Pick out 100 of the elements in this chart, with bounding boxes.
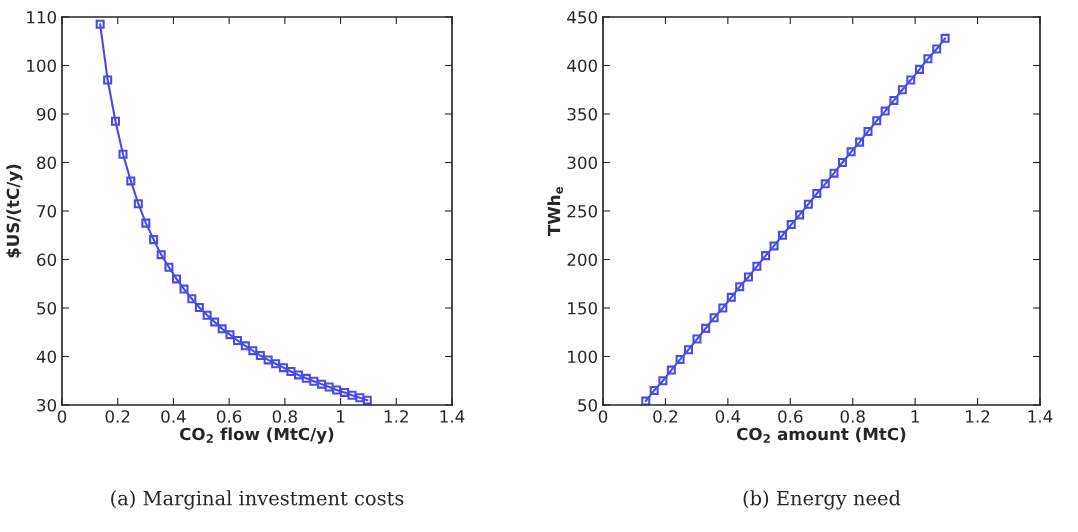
y-tick-label: 30 bbox=[37, 398, 57, 412]
point bbox=[225, 330, 235, 340]
point bbox=[362, 395, 372, 405]
point bbox=[820, 179, 830, 189]
point bbox=[932, 44, 942, 54]
point bbox=[889, 95, 899, 105]
point bbox=[301, 373, 311, 383]
point bbox=[658, 376, 668, 386]
point bbox=[906, 75, 916, 85]
point bbox=[718, 303, 728, 313]
x-tick-label: 0.6 bbox=[216, 410, 242, 423]
point bbox=[179, 284, 189, 294]
x-tick-label: 1.2 bbox=[966, 410, 990, 423]
point bbox=[271, 359, 281, 369]
y-tick-label: 150 bbox=[568, 301, 598, 315]
point bbox=[701, 323, 711, 333]
point bbox=[248, 346, 258, 356]
point bbox=[897, 85, 907, 95]
point bbox=[286, 367, 296, 377]
point bbox=[666, 365, 676, 375]
point bbox=[255, 351, 265, 361]
y-tick-label: 300 bbox=[567, 156, 598, 170]
x-tick-label: 1.4 bbox=[1028, 410, 1053, 423]
point bbox=[339, 387, 349, 397]
y-tick-label: 250 bbox=[567, 204, 598, 218]
point bbox=[355, 393, 365, 403]
point bbox=[141, 218, 151, 228]
point bbox=[187, 294, 197, 304]
y-axis-title: TWh$_{e}$ bbox=[547, 186, 563, 236]
x-tick-label: 0.6 bbox=[778, 410, 803, 423]
point bbox=[684, 345, 694, 355]
point bbox=[110, 116, 120, 126]
y-tick-label: 200 bbox=[567, 253, 598, 267]
point bbox=[752, 261, 762, 271]
x-tick-label: 0.8 bbox=[840, 410, 865, 423]
x-tick-label: 1 bbox=[911, 410, 919, 423]
point bbox=[786, 220, 796, 230]
x-tick-label: 1.2 bbox=[384, 410, 408, 423]
point bbox=[156, 250, 166, 260]
point bbox=[309, 376, 319, 386]
text: (a) Marginal investment costs bbox=[111, 490, 404, 510]
point bbox=[332, 385, 342, 395]
point bbox=[735, 282, 745, 292]
x-tick-label: 0.4 bbox=[161, 410, 186, 423]
y-tick-label: 80 bbox=[37, 156, 57, 170]
x-tick-label: 1.4 bbox=[440, 410, 465, 423]
point bbox=[923, 54, 933, 64]
y-tick-label: 90 bbox=[36, 107, 57, 121]
x-tick-label: 0 bbox=[57, 410, 67, 423]
y-tick-label: 50 bbox=[37, 301, 57, 315]
y-axis-title: $US/(tC/y) bbox=[6, 164, 23, 258]
point bbox=[855, 137, 865, 147]
x-tick-label: 0.2 bbox=[653, 410, 678, 423]
point bbox=[103, 75, 113, 85]
y-tick-label: 60 bbox=[37, 253, 57, 267]
y-tick-label: 100 bbox=[568, 350, 598, 364]
point bbox=[872, 116, 882, 126]
point bbox=[263, 355, 273, 365]
point bbox=[812, 189, 822, 199]
point bbox=[118, 149, 128, 159]
point bbox=[837, 157, 847, 168]
point bbox=[232, 335, 243, 346]
x-tick-label: 0.2 bbox=[105, 410, 130, 423]
point bbox=[761, 251, 771, 261]
point bbox=[240, 341, 250, 351]
y-tick-label: 70 bbox=[37, 204, 57, 218]
point bbox=[863, 126, 873, 136]
y-tick-label: 350 bbox=[567, 107, 598, 121]
point bbox=[210, 317, 220, 327]
point bbox=[149, 235, 159, 245]
point bbox=[769, 241, 779, 251]
y-tick-label: 100 bbox=[27, 59, 57, 73]
point bbox=[709, 313, 719, 323]
point bbox=[278, 363, 288, 373]
point bbox=[940, 33, 950, 43]
point bbox=[194, 303, 204, 313]
point bbox=[202, 310, 212, 320]
x-tick-label: 0 bbox=[598, 410, 608, 423]
point bbox=[880, 106, 890, 116]
point bbox=[915, 64, 925, 74]
point bbox=[641, 396, 651, 405]
point bbox=[293, 370, 304, 380]
point bbox=[317, 379, 327, 389]
y-tick-label: 400 bbox=[567, 59, 598, 73]
y-tick-label: 450 bbox=[567, 10, 598, 24]
y-tick-label: 50 bbox=[578, 398, 598, 412]
point bbox=[347, 390, 357, 400]
text: (b) Energy need bbox=[743, 490, 901, 510]
y-tick-label: 40 bbox=[36, 350, 57, 364]
point bbox=[217, 324, 227, 334]
point bbox=[95, 19, 105, 29]
point bbox=[846, 147, 856, 157]
point bbox=[171, 274, 182, 284]
point bbox=[795, 210, 805, 220]
x-axis-title: CO$_{2}$ amount (MtC) bbox=[737, 427, 906, 443]
point bbox=[649, 385, 659, 395]
point bbox=[829, 168, 839, 178]
point bbox=[324, 382, 334, 392]
point bbox=[675, 354, 685, 364]
x-tick-label: 0.4 bbox=[715, 410, 741, 423]
